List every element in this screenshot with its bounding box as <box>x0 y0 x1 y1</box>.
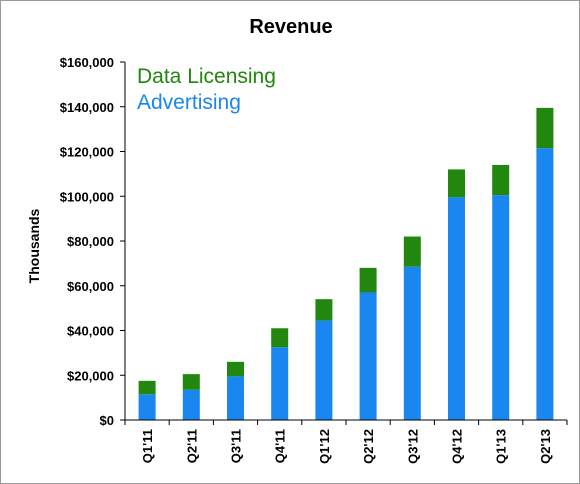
y-tick-label: $120,000 <box>60 145 114 160</box>
x-tick-label: Q1'13 <box>494 429 509 464</box>
y-axis-title: Thousands <box>26 208 42 283</box>
bar-data-licensing <box>448 169 465 198</box>
x-tick-label: Q1'12 <box>317 429 332 464</box>
y-tick-label: $80,000 <box>67 234 114 249</box>
y-tick-label: $0 <box>100 413 114 428</box>
x-tick-label: Q2'11 <box>184 429 199 463</box>
x-tick-label: Q3'11 <box>229 429 244 463</box>
bar-data-licensing <box>536 107 554 149</box>
x-tick-label: Q3'12 <box>405 429 420 464</box>
bar-advertising <box>138 394 156 420</box>
x-tick-label: Q1'11 <box>140 429 155 463</box>
y-tick-label: $160,000 <box>60 55 114 70</box>
axes <box>124 62 567 421</box>
bar-data-licensing <box>182 374 200 390</box>
bar-data-licensing <box>403 236 421 267</box>
bar-advertising <box>403 266 421 420</box>
bar-advertising <box>315 320 333 420</box>
bar-advertising <box>227 376 244 420</box>
y-tick-label: $40,000 <box>67 324 114 339</box>
bar-data-licensing <box>359 267 377 293</box>
y-axis-ticks: $0 $20,000 $40,000 $60,000 $80,000 $100,000 $1… <box>60 55 125 428</box>
bar-advertising <box>271 347 289 420</box>
bar-advertising <box>536 148 554 421</box>
legend: Data Licensing Advertising <box>137 65 276 114</box>
bar-advertising <box>448 197 465 420</box>
bar-data-licensing <box>138 380 156 395</box>
bar-data-licensing <box>492 164 510 196</box>
x-tick-label: Q4'11 <box>273 429 288 463</box>
y-tick-label: $60,000 <box>67 279 114 294</box>
chart-title: Revenue <box>249 16 332 38</box>
y-tick-label: $100,000 <box>60 189 114 204</box>
y-tick-label: $140,000 <box>60 100 114 115</box>
x-tick-label: Q2'13 <box>538 429 553 464</box>
bar-data-licensing <box>227 361 244 377</box>
legend-item-data-licensing: Data Licensing <box>137 65 276 88</box>
legend-item-advertising: Advertising <box>137 91 241 114</box>
bar-data-licensing <box>271 328 289 348</box>
x-tick-label: Q2'12 <box>361 429 376 464</box>
x-tick-label: Q4'12 <box>450 429 465 464</box>
bar-advertising <box>182 389 200 420</box>
bar-data-licensing <box>315 299 333 321</box>
bars <box>138 107 554 421</box>
x-axis-ticks: Q1'11 Q2'11 Q3'11 Q4'11 Q1'12 Q2'12 Q3'12 Q4'12… <box>124 420 568 464</box>
y-tick-label: $20,000 <box>67 368 114 383</box>
bar-advertising <box>359 292 377 420</box>
bar-advertising <box>492 195 510 420</box>
